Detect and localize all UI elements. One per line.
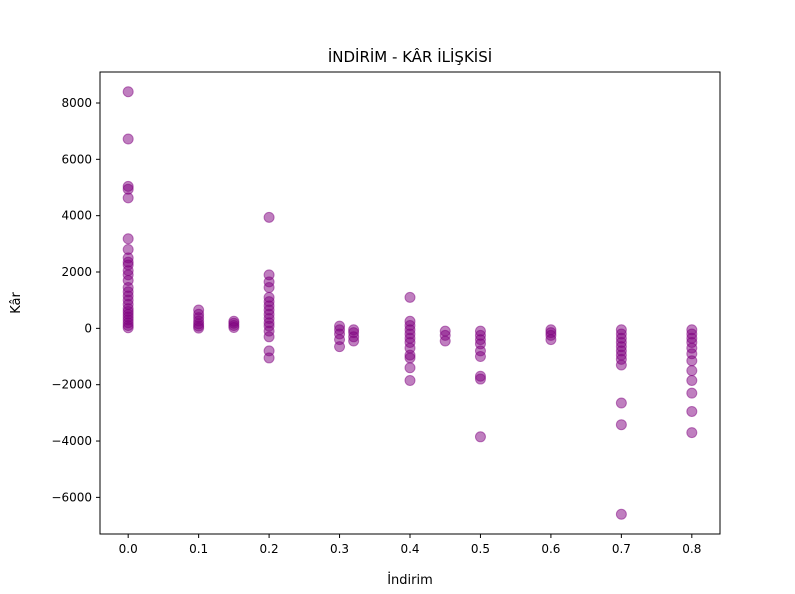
plot-frame [99,71,721,535]
data-point [228,322,240,334]
x-tick-label: 0.6 [541,542,560,556]
data-point [334,341,346,353]
data-point [404,352,416,364]
data-point [686,387,698,399]
y-tick-label: 2000 [61,265,92,279]
x-tick-label: 0.5 [471,542,490,556]
data-point [545,334,557,346]
y-tick-label: −6000 [51,490,92,504]
data-point [474,431,486,443]
data-point [686,365,698,377]
data-point [686,374,698,386]
data-point [615,419,627,431]
data-point [439,335,451,347]
y-tick-label: 4000 [61,209,92,223]
data-point [122,86,134,98]
data-point [615,508,627,520]
data-point [122,133,134,145]
data-point [193,322,205,334]
x-tick-label: 0.8 [682,542,701,556]
y-axis-ticks: −6000 −4000 −2000 0 2000 4000 6000 8000 [51,96,100,504]
x-tick-label: 0.4 [400,542,419,556]
x-tick-label: 0.7 [612,542,631,556]
data-point [474,373,486,385]
x-tick-label: 0.2 [260,542,279,556]
y-tick-label: −2000 [51,378,92,392]
x-tick-label: 0.0 [119,542,138,556]
data-point [615,359,627,371]
data-point [263,352,275,364]
x-tick-label: 0.3 [330,542,349,556]
data-point [263,211,275,223]
y-tick-label: 0 [84,321,92,335]
y-tick-label: −4000 [51,434,92,448]
chart-title: İNDİRİM - KÂR İLİŞKİSİ [328,47,492,66]
data-point [615,397,627,409]
data-point [686,355,698,367]
x-tick-label: 0.1 [189,542,208,556]
y-tick-label: 6000 [61,152,92,166]
data-point [122,192,134,204]
data-point [686,405,698,417]
data-point [122,233,134,245]
y-tick-label: 8000 [61,96,92,110]
data-point [474,351,486,363]
x-axis-label: İndirim [387,572,433,588]
x-axis-ticks: 0.0 0.1 0.2 0.3 0.4 0.5 0.6 0.7 0.8 [119,534,701,556]
data-point [122,322,134,334]
data-point [686,427,698,439]
data-point [404,362,416,374]
data-point [263,282,275,294]
data-point [404,374,416,386]
data-point [263,331,275,343]
data-point [348,335,360,347]
scatter-points [122,86,698,520]
y-axis-label: Kâr [9,292,24,314]
data-point [404,291,416,303]
